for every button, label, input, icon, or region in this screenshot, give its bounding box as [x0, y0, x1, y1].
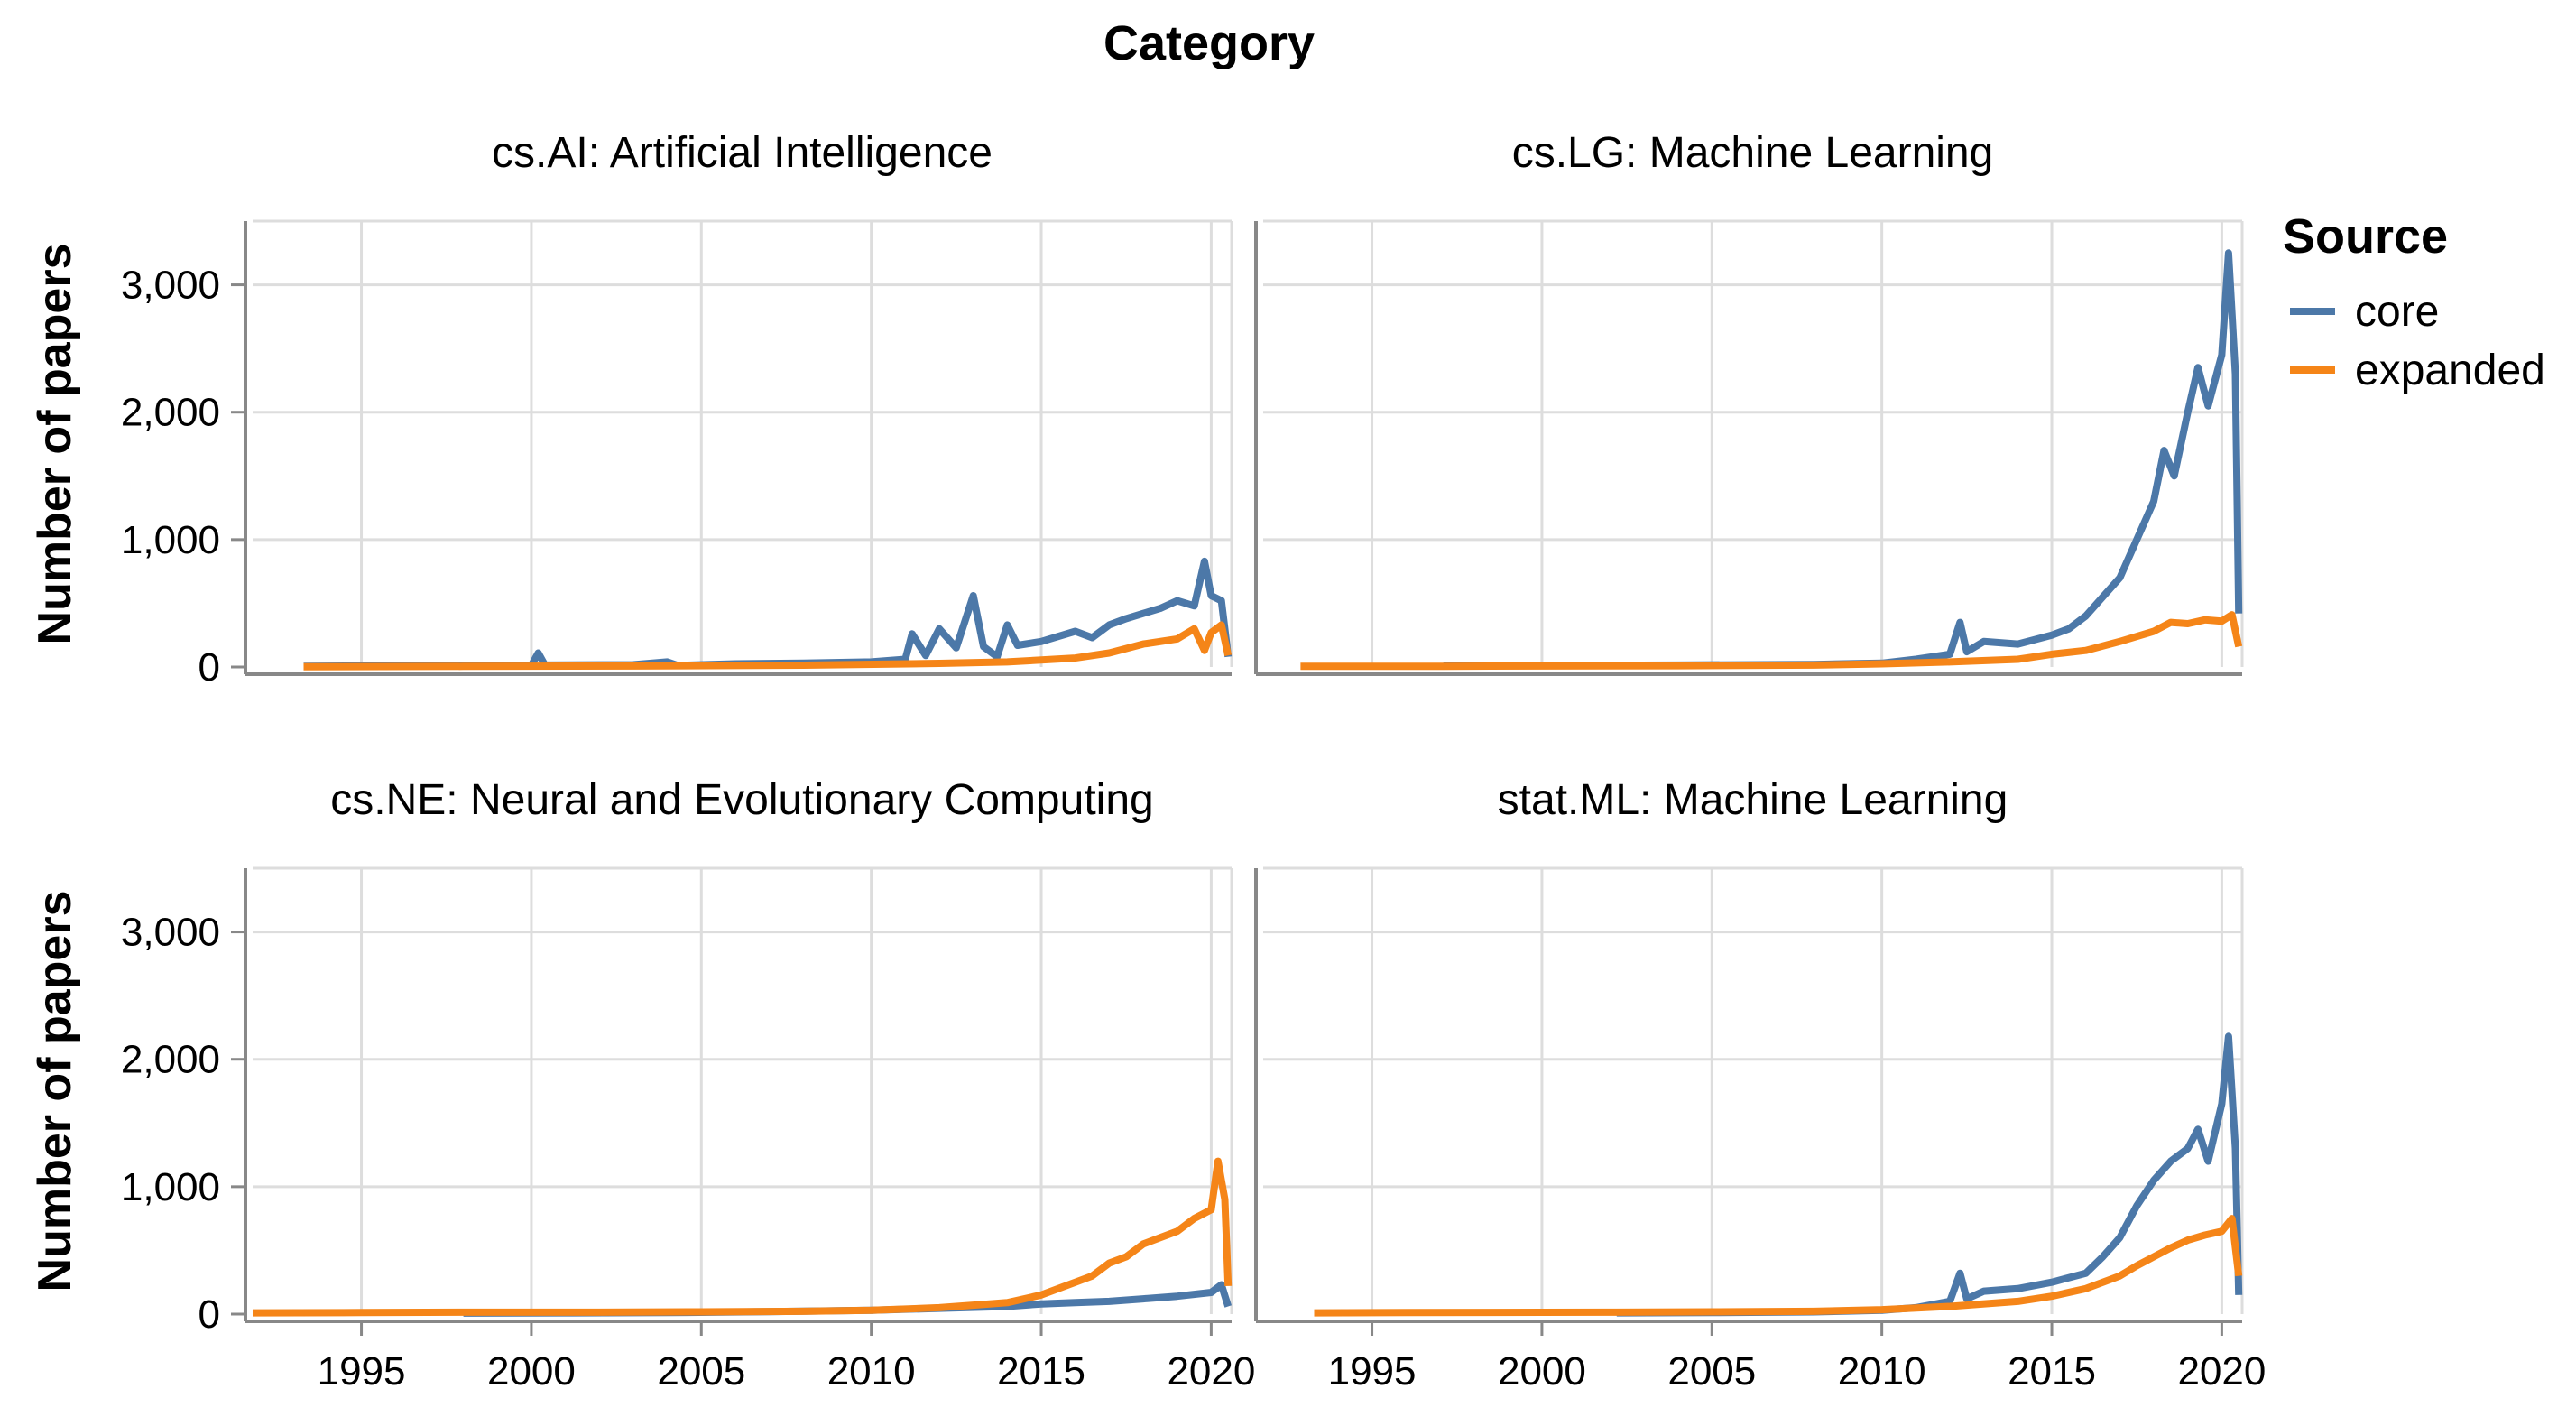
x-tick-label: 2015 — [2008, 1349, 2096, 1394]
legend-label: expanded — [2355, 347, 2545, 394]
legend-item-expanded: expanded — [2290, 347, 2545, 394]
series-line-expanded — [252, 1157, 1233, 1317]
series-line-expanded — [303, 621, 1233, 671]
facet-cs-ai-artificial-intelligence: cs.AI: Artificial Intelligence 0 1,000 2,00… — [29, 129, 1233, 690]
x-tick-label: 2000 — [1498, 1349, 1586, 1394]
series-line-expanded — [1300, 611, 2243, 671]
x-tick-label: 2020 — [1167, 1349, 1255, 1394]
series-line-core — [1443, 249, 2243, 670]
facet-cs-ne-neural-and-evolutionary-computing: cs.NE: Neural and Evolutionary Computing… — [29, 776, 1255, 1394]
facet-stat-ml-machine-learning: stat.ML: Machine Learning 1995 2000 2005 201… — [1254, 776, 2266, 1394]
facets: cs.AI: Artificial Intelligence 0 1,000 2,00… — [29, 129, 2266, 1394]
gridlines — [253, 221, 1232, 667]
series-line-core — [303, 557, 1233, 671]
legend-label: core — [2355, 288, 2439, 336]
series-line-expanded — [1314, 1215, 2243, 1317]
legend: Source core expanded — [2283, 209, 2545, 394]
x-tick-label: 1995 — [1328, 1349, 1417, 1394]
x-tick-label: 2010 — [1838, 1349, 1926, 1394]
y-tick-label: 0 — [199, 645, 220, 690]
y-tick-label: 1,000 — [121, 1165, 220, 1209]
gridlines — [1263, 868, 2242, 1314]
x-tick-label: 2000 — [487, 1349, 576, 1394]
series-line-core — [1616, 1032, 2243, 1317]
y-tick-label: 1,000 — [121, 518, 220, 562]
x-tick-label: 2015 — [997, 1349, 1085, 1394]
legend-title: Source — [2283, 209, 2448, 264]
y-axis-title: Number of papers — [29, 891, 81, 1292]
x-tick-label: 2020 — [2177, 1349, 2266, 1394]
y-tick-label: 2,000 — [121, 1038, 220, 1082]
gridlines — [1263, 221, 2242, 667]
facet-title: stat.ML: Machine Learning — [1498, 776, 2008, 824]
y-tick-label: 0 — [199, 1292, 220, 1337]
y-axis-title: Number of papers — [29, 244, 81, 645]
x-tick-label: 2005 — [657, 1349, 745, 1394]
x-tick-label: 2005 — [1667, 1349, 1756, 1394]
facet-title: cs.AI: Artificial Intelligence — [492, 129, 993, 177]
x-tick-label: 1995 — [318, 1349, 406, 1394]
facet-cs-lg-machine-learning: cs.LG: Machine Learning — [1254, 129, 2244, 676]
gridlines — [253, 868, 1232, 1314]
y-tick-label: 2,000 — [121, 391, 220, 435]
legend-item-core: core — [2290, 288, 2439, 336]
header-title: Category — [1103, 16, 1315, 70]
y-tick-label: 3,000 — [121, 264, 220, 308]
facet-title: cs.NE: Neural and Evolutionary Computing — [330, 776, 1153, 824]
x-tick-label: 2010 — [827, 1349, 916, 1394]
facet-title: cs.LG: Machine Learning — [1512, 129, 1994, 177]
y-tick-label: 3,000 — [121, 911, 220, 955]
